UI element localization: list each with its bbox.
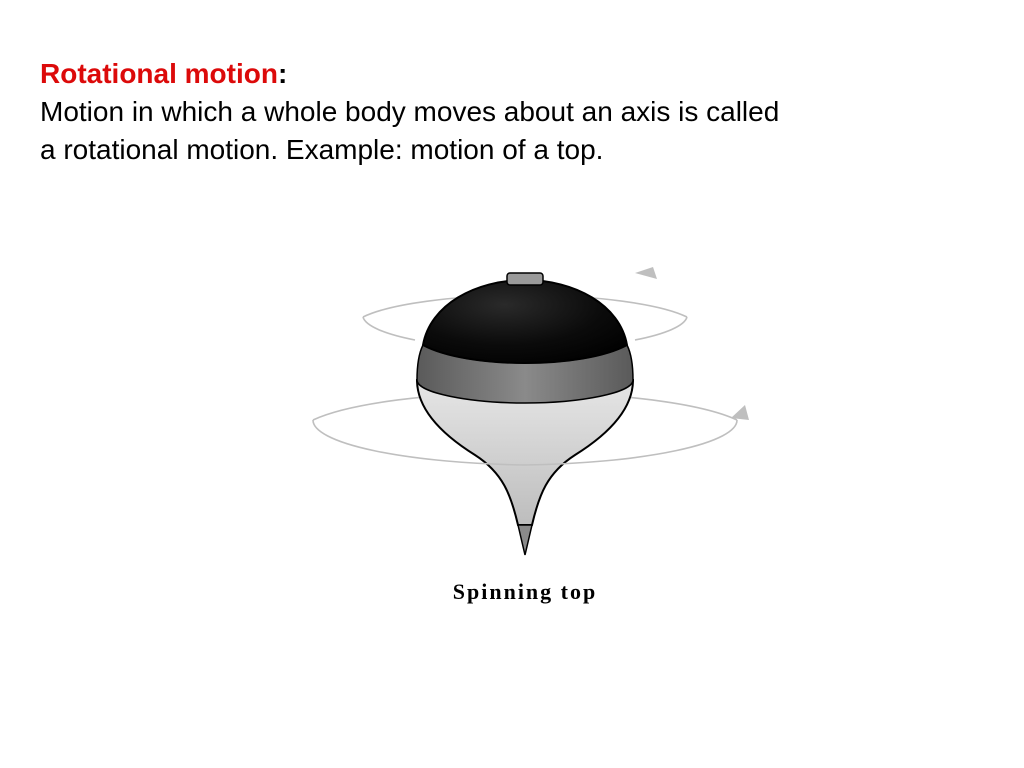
top-cap: [423, 280, 627, 363]
top-handle: [507, 273, 543, 285]
term-colon: :: [278, 58, 287, 89]
heading-line: Rotational motion:: [40, 55, 984, 93]
term-label: Rotational motion: [40, 58, 278, 89]
spinning-top-figure: Spinning top: [275, 245, 775, 605]
figure-caption: Spinning top: [275, 579, 775, 605]
top-tip: [518, 525, 532, 555]
definition-text: Motion in which a whole body moves about…: [40, 93, 800, 169]
spinning-top-svg: [275, 245, 775, 575]
slide: Rotational motion: Motion in which a who…: [0, 0, 1024, 768]
